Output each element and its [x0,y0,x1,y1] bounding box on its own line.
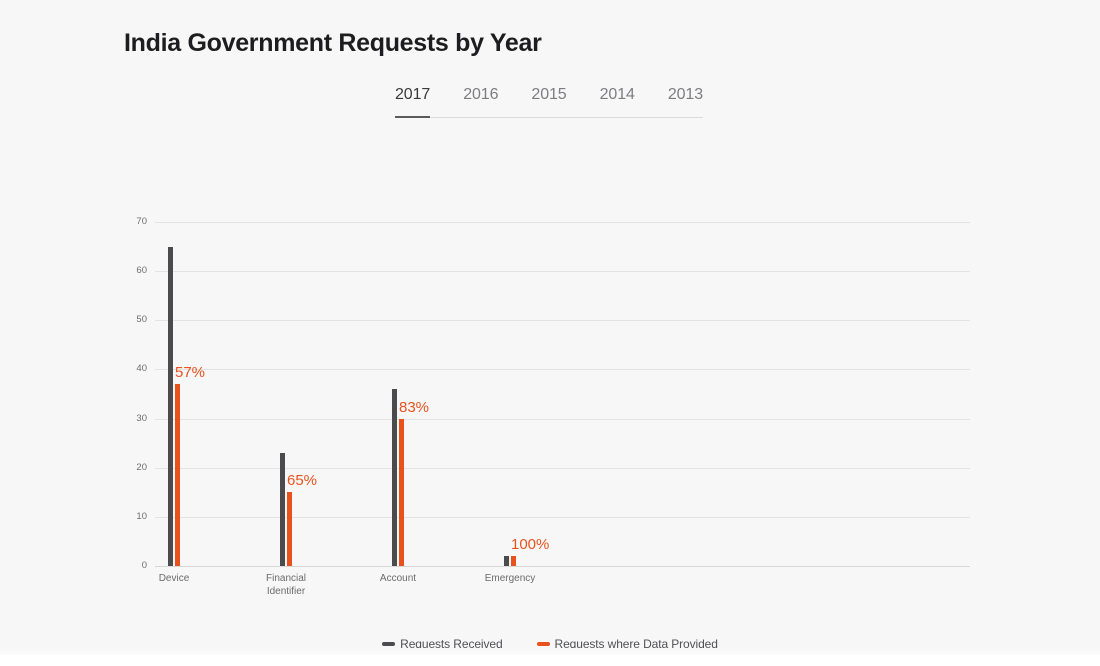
page-title: India Government Requests by Year [124,29,542,57]
y-gridline-50 [155,320,970,321]
tab-2013[interactable]: 2013 [667,86,704,103]
y-gridline-20 [155,468,970,469]
legend-label-provided: Requests where Data Provided [554,637,718,651]
chart-legend: Requests Received Requests where Data Pr… [0,637,1100,651]
y-tick-label-40: 40 [136,363,147,374]
y-tick-label-50: 50 [136,314,147,325]
legend-item-requests-received: Requests Received [382,637,503,651]
legend-swatch-received [382,642,396,646]
y-gridline-10 [155,517,970,518]
bar-received-emergency [504,556,509,566]
y-tick-label-30: 30 [136,413,147,424]
y-tick-label-20: 20 [136,462,147,473]
bar-provided-emergency [511,556,516,566]
year-tabs: 2017 2016 2015 2014 2013 [395,86,703,118]
percent-label-device: 57% [175,364,206,381]
percent-label-financial-identifier: 65% [287,472,318,489]
tab-2015[interactable]: 2015 [531,86,567,103]
y-tick-label-10: 10 [136,511,147,522]
x-axis-label-account: Account [379,573,417,584]
page-bottom-strip [0,655,1100,666]
bar-received-device [168,247,173,566]
bar-provided-device [175,384,180,566]
y-gridline-0 [155,566,970,567]
tab-2016[interactable]: 2016 [463,86,499,103]
percent-label-emergency: 100% [511,536,550,553]
bar-provided-financial-identifier [287,492,292,566]
bar-provided-account [399,419,404,566]
y-tick-label-0: 0 [141,560,147,571]
legend-item-data-provided: Requests where Data Provided [536,637,718,651]
section-bottom-fade [0,648,1100,655]
y-gridline-40 [155,369,970,370]
x-axis-label-financial-identifier: Financial Identifier [265,573,307,597]
bar-received-financial-identifier [280,453,285,566]
bar-received-account [392,389,397,566]
legend-label-received: Requests Received [400,637,503,651]
tab-2017[interactable]: 2017 [395,86,431,118]
tab-2014[interactable]: 2014 [599,86,635,103]
y-tick-label-70: 70 [136,216,147,227]
legend-swatch-provided [536,642,550,646]
y-tick-label-60: 60 [136,265,147,276]
percent-label-account: 83% [399,399,430,416]
y-gridline-30 [155,419,970,420]
y-gridline-60 [155,271,970,272]
y-gridline-70 [155,222,970,223]
x-axis-label-device: Device [158,573,190,584]
x-axis-label-emergency: Emergency [484,573,536,584]
